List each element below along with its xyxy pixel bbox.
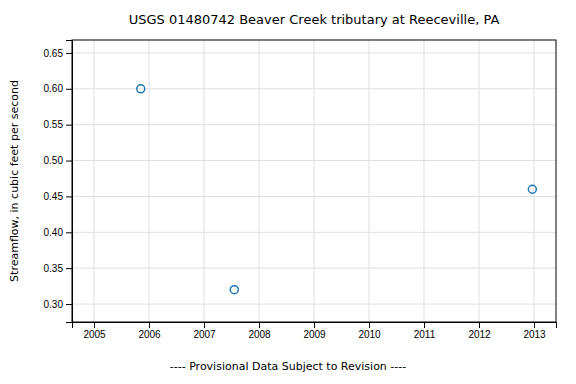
tick-label: 0.45 (44, 191, 64, 202)
tick: 0.30 (44, 299, 72, 310)
plot: 2005 2006 2007 2008 2009 2010 2011 2012 2013 0.30… (44, 40, 557, 340)
tick-mark (259, 322, 260, 328)
axis-line (73, 323, 557, 329)
tick-label: 2008 (248, 329, 271, 340)
grid-line-x (534, 40, 535, 322)
tick: 0.55 (44, 119, 72, 130)
grid-line-y (72, 196, 556, 197)
tick-label: 2011 (414, 329, 436, 340)
tick: 2006 (138, 322, 161, 340)
grid-line-x (94, 40, 95, 322)
tick-mark (66, 125, 72, 126)
tick-label: 2009 (303, 329, 326, 340)
points (137, 85, 537, 294)
point (230, 286, 238, 294)
tick-mark (66, 304, 72, 305)
tick: 2010 (358, 322, 381, 340)
tick-label: 0.35 (44, 263, 64, 274)
grid-line-x (204, 40, 205, 322)
tick-label: 2005 (83, 329, 106, 340)
tick-mark (149, 322, 150, 328)
chart: 2005 2006 2007 2008 2009 2010 2011 2012 2013 0.30… (0, 0, 576, 384)
tick: 0.60 (44, 83, 72, 94)
tick-mark (204, 322, 205, 328)
axis-line (66, 41, 73, 323)
tick-mark (424, 322, 425, 328)
tick-mark (66, 53, 72, 54)
tick: 2012 (468, 322, 491, 340)
grid-line-y (72, 232, 556, 233)
y-axis-label: Streamflow, in cubic feet per second (8, 80, 21, 282)
grid-line-y (72, 268, 556, 269)
tick-label: 0.50 (44, 155, 64, 166)
grid-line-x (259, 40, 260, 322)
tick-label: 0.30 (44, 299, 64, 310)
point (137, 85, 145, 93)
tick-label: 2006 (138, 329, 161, 340)
tick-mark (479, 322, 480, 328)
grid-line-x (314, 40, 315, 322)
tick: 2008 (248, 322, 271, 340)
grid-line-x (424, 40, 425, 322)
tick-mark (369, 322, 370, 328)
tick-mark (314, 322, 315, 328)
tick-label: 0.55 (44, 119, 64, 130)
tick: 2009 (303, 322, 326, 340)
tick-mark (66, 89, 72, 90)
tick-label: 0.60 (44, 83, 64, 94)
grid-line-y (72, 124, 556, 125)
tick-mark (66, 161, 72, 162)
x-axis: 2005 2006 2007 2008 2009 2010 2011 2012 2013 (73, 322, 557, 340)
tick: 0.45 (44, 191, 72, 202)
tick: 2011 (414, 322, 436, 340)
tick-mark (66, 268, 72, 269)
point (528, 185, 536, 193)
grid-line-x (479, 40, 480, 322)
tick: 0.35 (44, 263, 72, 274)
tick: 2013 (523, 322, 546, 340)
tick: 0.65 (44, 48, 72, 59)
y-axis: 0.30 0.35 0.40 0.45 0.50 0.55 0.60 0.65 (44, 41, 73, 323)
tick-mark (66, 196, 72, 197)
tick-label: 2010 (358, 329, 381, 340)
title: USGS 01480742 Beaver Creek tributary at … (129, 12, 500, 27)
tick: 0.40 (44, 227, 72, 238)
plot-frame (72, 40, 556, 322)
tick: 2007 (193, 322, 216, 340)
grid-line-x (149, 40, 150, 322)
tick-mark (66, 232, 72, 233)
tick-label: 0.65 (44, 48, 64, 59)
tick-label: 0.40 (44, 227, 64, 238)
tick: 0.50 (44, 155, 72, 166)
grid-line-y (72, 304, 556, 305)
grid (72, 40, 556, 322)
tick-label: 2012 (468, 329, 491, 340)
grid-line-y (72, 160, 556, 161)
tick: 2005 (83, 322, 106, 340)
tick-label: 2013 (523, 329, 546, 340)
grid-line-y (72, 52, 556, 53)
tick-label: 2007 (193, 329, 216, 340)
tick-mark (94, 322, 95, 328)
tick-mark (534, 322, 535, 328)
annotation: ---- Provisional Data Subject to Revisio… (170, 360, 406, 373)
grid-line-x (369, 40, 370, 322)
